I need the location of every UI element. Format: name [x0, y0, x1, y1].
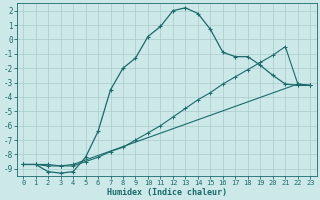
X-axis label: Humidex (Indice chaleur): Humidex (Indice chaleur) — [107, 188, 227, 197]
